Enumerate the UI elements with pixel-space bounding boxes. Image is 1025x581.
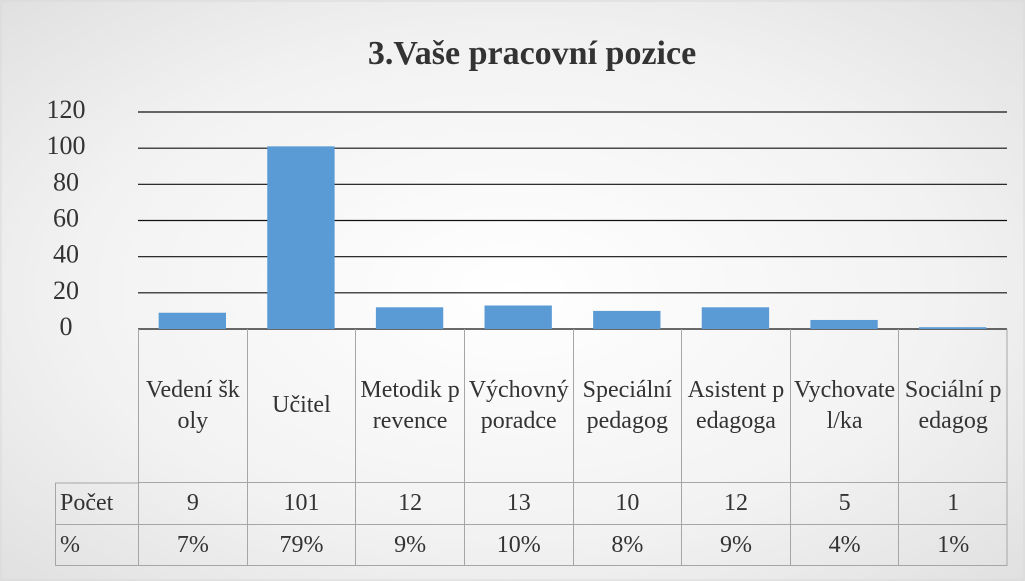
y-tick-label: 100 (47, 131, 86, 160)
table-value: 12 (681, 483, 790, 525)
table-value: 1 (898, 483, 1007, 525)
bar (919, 327, 987, 329)
table-percent: 79% (246, 525, 356, 566)
bar (593, 310, 661, 329)
y-tick-label: 40 (53, 240, 79, 269)
category-label: Sociální pedagog (898, 329, 1007, 483)
category-label: Výchovný poradce (463, 329, 573, 483)
category-label: Metodik prevence (355, 329, 464, 483)
table-percent: 4% (789, 525, 899, 566)
bar (810, 319, 878, 329)
table-value: 101 (246, 483, 356, 525)
table-percent: 7% (138, 525, 247, 566)
table-value: 9 (138, 483, 247, 525)
chart-title: 3.Vaše pracovní pozice (368, 35, 696, 72)
bar (158, 312, 226, 329)
category-label: Asistent pedagoga (681, 329, 790, 483)
bar (701, 307, 770, 329)
y-tick-label: 20 (53, 276, 79, 305)
table-value: 13 (463, 483, 573, 525)
table-value: 12 (355, 483, 464, 525)
category-label: Speciální pedagog (572, 329, 682, 483)
y-tick-label: 60 (53, 203, 79, 232)
bar (267, 146, 335, 329)
y-tick-label: 80 (53, 167, 79, 196)
bar (484, 305, 552, 329)
bar (375, 307, 444, 329)
y-tick-label: 0 (60, 312, 73, 341)
table-percent: 8% (572, 525, 682, 566)
table-value: 10 (572, 483, 682, 525)
table-percent: 9% (681, 525, 790, 566)
y-tick-label: 120 (47, 95, 86, 124)
table-value: 5 (789, 483, 899, 525)
row-header: Počet (55, 483, 138, 525)
category-label: Učitel (246, 329, 356, 483)
table-percent: 1% (898, 525, 1007, 566)
table-percent: 9% (355, 525, 464, 566)
category-label: Vedení školy (138, 329, 247, 483)
table-percent: 10% (463, 525, 573, 566)
category-label: Vychovatel/ka (789, 329, 899, 483)
row-header: % (55, 525, 138, 566)
